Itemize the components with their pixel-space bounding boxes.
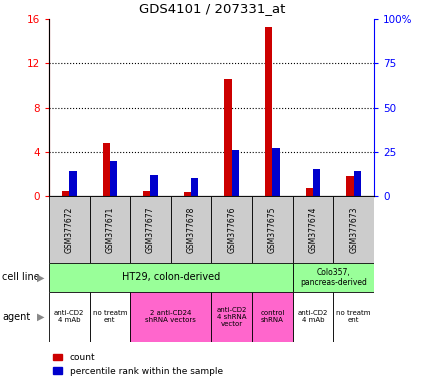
Bar: [293, 263, 374, 292]
Text: 2 anti-CD24
shRNA vectors: 2 anti-CD24 shRNA vectors: [145, 310, 196, 323]
Bar: [313, 169, 320, 196]
Bar: [130, 196, 171, 263]
Bar: [191, 178, 198, 196]
Text: GSM377671: GSM377671: [105, 206, 114, 253]
Text: control
shRNA: control shRNA: [260, 310, 285, 323]
Legend: count, percentile rank within the sample: count, percentile rank within the sample: [54, 353, 223, 376]
Bar: [211, 196, 252, 263]
Text: ▶: ▶: [37, 272, 44, 283]
Bar: [150, 175, 158, 196]
Bar: [333, 196, 374, 263]
Text: GSM377672: GSM377672: [65, 206, 74, 253]
Bar: [49, 292, 90, 342]
Text: ▶: ▶: [37, 312, 44, 322]
Bar: [272, 148, 280, 196]
Text: GSM377677: GSM377677: [146, 206, 155, 253]
Bar: [184, 192, 191, 196]
Text: anti-CD2
4 shRNA
vector: anti-CD2 4 shRNA vector: [217, 307, 247, 327]
Bar: [62, 191, 69, 196]
Bar: [252, 292, 293, 342]
Bar: [224, 79, 232, 196]
Text: cell line: cell line: [2, 272, 40, 283]
Bar: [102, 143, 110, 196]
Text: Colo357,
pancreas-derived: Colo357, pancreas-derived: [300, 268, 367, 287]
Bar: [232, 150, 239, 196]
Text: no treatm
ent: no treatm ent: [93, 310, 127, 323]
Text: GSM377676: GSM377676: [227, 206, 236, 253]
Bar: [265, 27, 272, 196]
Text: GSM377678: GSM377678: [187, 206, 196, 253]
Bar: [69, 171, 76, 196]
Text: GSM377673: GSM377673: [349, 206, 358, 253]
Bar: [252, 196, 293, 263]
Text: GDS4101 / 207331_at: GDS4101 / 207331_at: [139, 2, 286, 15]
Bar: [346, 176, 354, 196]
Bar: [171, 196, 211, 263]
Bar: [130, 292, 211, 342]
Text: anti-CD2
4 mAb: anti-CD2 4 mAb: [298, 310, 328, 323]
Bar: [306, 187, 313, 196]
Bar: [354, 171, 361, 196]
Text: GSM377675: GSM377675: [268, 206, 277, 253]
Bar: [49, 196, 90, 263]
Bar: [293, 196, 333, 263]
Text: GSM377674: GSM377674: [309, 206, 317, 253]
Bar: [293, 292, 333, 342]
Bar: [143, 191, 150, 196]
Text: HT29, colon-derived: HT29, colon-derived: [122, 272, 220, 283]
Bar: [333, 292, 374, 342]
Text: agent: agent: [2, 312, 30, 322]
Bar: [110, 161, 117, 196]
Bar: [90, 292, 130, 342]
Bar: [90, 196, 130, 263]
Bar: [211, 292, 252, 342]
Bar: [49, 263, 293, 292]
Text: no treatm
ent: no treatm ent: [337, 310, 371, 323]
Text: anti-CD2
4 mAb: anti-CD2 4 mAb: [54, 310, 85, 323]
